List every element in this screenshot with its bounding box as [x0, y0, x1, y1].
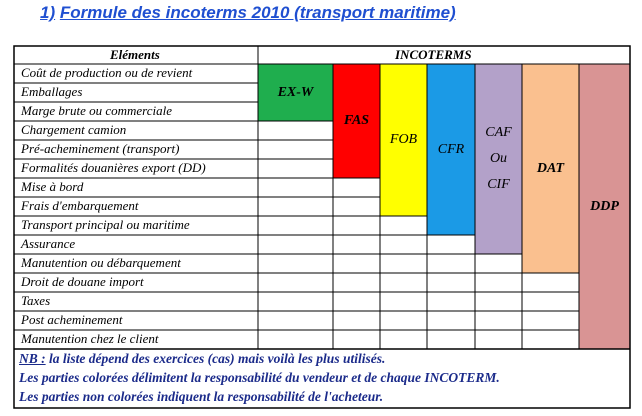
incoterm-label: DDP [590, 198, 619, 214]
incoterm-label: CFR [437, 141, 465, 157]
note-text-1: la liste dépend des exercices (cas) mais… [49, 351, 386, 366]
incoterm-label: DAT [536, 160, 565, 176]
row-label: Post acheminement [21, 312, 123, 327]
incoterm-label: FAS [343, 113, 370, 128]
incoterm-block-2 [379, 63, 428, 217]
table-border [13, 45, 631, 409]
row-label: Taxes [21, 293, 51, 308]
nb-label: NB : [19, 351, 46, 366]
title-text: Formule des incoterms 2010 (transport ma… [59, 3, 456, 22]
note-line-3: Les parties non colorées indiquent la re… [19, 389, 384, 404]
row-label: Formalités douanières export (DD) [21, 160, 206, 175]
incoterm-label: FOB [389, 132, 418, 147]
incoterm-label: CAF [485, 125, 512, 140]
incoterm-label: Ou [489, 151, 508, 166]
incoterm-block-0 [257, 63, 334, 122]
row-label: Transport principal ou maritime [21, 217, 190, 232]
row-label: Coût de production ou de revient [21, 65, 193, 80]
header-elements: Eléments [110, 47, 160, 62]
row-label: Mise à bord [21, 179, 84, 194]
row-label: Marge brute ou commerciale [21, 103, 173, 118]
row-label: Pré-acheminement (transport) [21, 141, 180, 156]
row-label: Emballages [21, 84, 83, 99]
note-line-1: NB : la liste dépend des exercices (cas)… [19, 351, 385, 367]
row-label: Chargement camion [21, 122, 127, 137]
row-label: Manutention chez le client [21, 331, 159, 346]
row-label: Assurance [21, 236, 76, 251]
row-label: Frais d'embarquement [21, 198, 139, 213]
row-label: Droit de douane import [21, 274, 144, 289]
incoterm-label: CIF [487, 177, 510, 192]
title-number: 1) [40, 3, 56, 22]
note-line-2: Les parties colorées délimitent la respo… [19, 370, 500, 385]
header-incoterms: INCOTERMS [395, 47, 472, 62]
page-title: 1) Formule des incoterms 2010 (transport… [40, 3, 456, 23]
incoterm-label: EX-W [277, 84, 314, 100]
row-label: Manutention ou débarquement [21, 255, 181, 270]
